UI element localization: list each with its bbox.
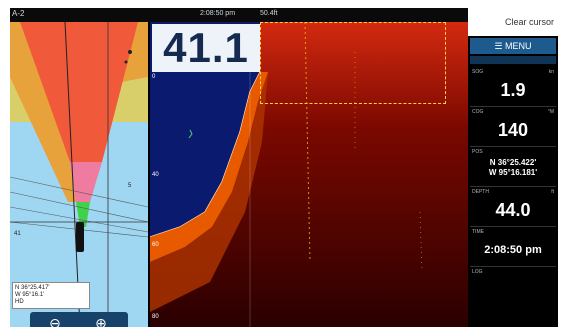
vessel-icon [76,222,84,252]
danger-sector [20,22,138,162]
tile-label: LOG [472,269,483,275]
sonar-panel[interactable]: 41.1 0 40 60 80 [150,22,468,327]
tile-label: DEPTH [472,189,489,195]
menu-button[interactable]: ☰ MENU [470,38,556,54]
depth-scale-tick: 80 [152,314,159,320]
clear-cursor-button[interactable]: Clear cursor [468,8,558,36]
zoom-controls: ⊖ ⊕ [30,312,128,327]
time-value: 2:08:50 pm [484,244,542,256]
sog-value: 1.9 [500,80,526,100]
sog-tile[interactable]: SOG kn 1.9 [470,68,556,107]
tile-label: TIME [472,229,484,235]
tile-unit: °M [547,109,554,115]
tile-label: COG [472,109,484,115]
chart-panel[interactable]: 41 5 N 36°25.417' W 95°16.1' HD ⊖ ⊕ [10,22,150,327]
sonar-echogram[interactable] [150,22,468,327]
depth-value: 44.0 [495,200,531,220]
coords-lon: W 95°16.1' [15,292,45,298]
depth-readout: 41.1 [152,24,260,72]
coords-lat: N 36°25.417' [15,285,50,291]
plotter-screen: A-2 2:08:50 pm 50.4ft 41 5 N 36°25.417' [10,8,558,327]
cog-value: 140 [497,120,529,140]
position-tile[interactable]: POS N 36°25.422' W 95°16.181' [470,148,556,187]
time-tile[interactable]: TIME 2:08:50 pm [470,228,556,267]
tile-label: POS [472,149,483,155]
data-bar: Clear cursor ☰ MENU SOG kn 1.9 COG °M 14… [468,8,558,327]
depth-scale-tick: 0 [152,74,156,80]
chart-depth-label-2: 5 [128,183,132,189]
chart-depth-label: 41 [14,231,21,237]
log-tile[interactable]: LOG [470,268,556,306]
position-lat: N 36°25.422' [489,158,537,167]
tile-label: SOG [472,69,484,75]
bottom-echo [150,72,268,262]
zoom-selection-box[interactable] [260,22,446,104]
depth-scale-tick: 40 [152,172,159,178]
cog-tile[interactable]: COG °M 140 [470,108,556,147]
clock-text: 2:08:50 pm [200,10,236,17]
cursor-coords: N 36°25.417' W 95°16.1' HD [12,282,90,309]
zoom-out-icon[interactable]: ⊖ [49,315,61,327]
position-lon: W 95°16.181' [488,168,538,177]
depth-tile[interactable]: DEPTH ft 44.0 [470,188,556,227]
water-column [150,22,260,237]
coords-extra: HD [15,299,24,305]
menu-label: MENU [505,41,532,51]
zoom-in-icon[interactable]: ⊕ [95,315,107,327]
range-text: 50.4ft [260,10,278,17]
heading-line [64,22,81,327]
tile-unit: ft [551,189,554,195]
chart-map[interactable]: 41 5 [10,22,148,327]
tile-unit: kn [548,69,554,75]
depth-scale-tick: 60 [152,242,159,248]
menu-sub-bar [470,56,556,64]
mode-label: A-2 [12,9,25,18]
